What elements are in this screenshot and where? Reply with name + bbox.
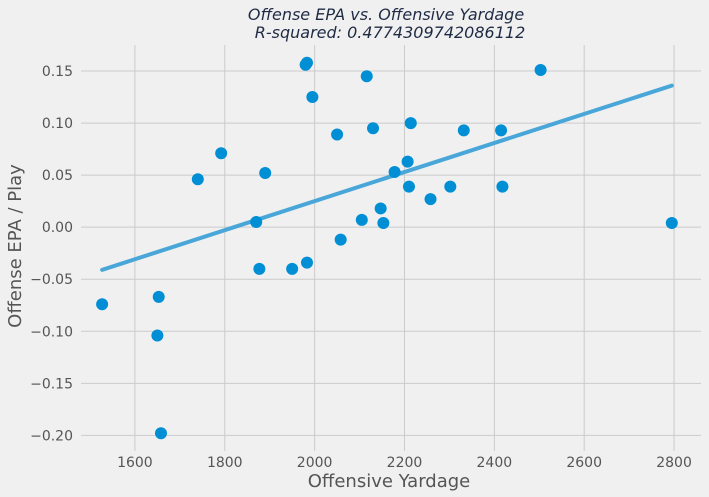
trend-line [100, 83, 674, 272]
y-tick-label: 0.15 [42, 64, 73, 80]
x-tick-label: 2800 [656, 455, 692, 471]
y-tick-label: −0.15 [30, 376, 73, 392]
data-point [355, 213, 368, 226]
data-point [495, 124, 508, 137]
data-point [286, 262, 299, 275]
data-point [457, 124, 470, 137]
data-point [360, 70, 373, 83]
data-point [402, 180, 415, 193]
data-point [401, 155, 414, 168]
data-point [404, 117, 417, 130]
data-point [300, 256, 313, 269]
data-point [374, 202, 387, 215]
x-tick-label: 2000 [297, 455, 333, 471]
chart-subtitle: R-squared: 0.4774309742086112 [255, 23, 526, 42]
data-points [96, 56, 678, 440]
data-point [424, 193, 437, 206]
data-point [259, 167, 272, 180]
data-point [253, 262, 266, 275]
x-tick-label: 2200 [387, 455, 423, 471]
data-point [444, 180, 457, 193]
data-point [377, 217, 390, 230]
chart-title: Offense EPA vs. Offensive Yardage [248, 5, 524, 24]
y-tick-label: −0.10 [30, 324, 73, 340]
data-point [306, 91, 319, 104]
data-point [534, 63, 547, 76]
x-tick-label: 1800 [207, 455, 243, 471]
data-point [367, 122, 380, 135]
x-tick-label: 2400 [477, 455, 513, 471]
y-tick-label: 0.10 [42, 116, 73, 132]
x-tick-label: 2600 [566, 455, 602, 471]
y-tick-label: 0.00 [42, 220, 73, 236]
data-point [496, 180, 509, 193]
data-point [152, 290, 165, 303]
data-point [96, 298, 109, 311]
y-tick-label: −0.20 [30, 428, 73, 444]
data-point [334, 233, 347, 246]
data-point [665, 217, 678, 230]
y-tick-labels: −0.20 −0.15 −0.10 −0.05 0.00 0.05 0.10 0.15 [30, 64, 73, 444]
data-point [388, 166, 401, 179]
x-axis-label: Offensive Yardage [308, 471, 470, 492]
data-point [151, 329, 164, 342]
x-tick-label: 1600 [117, 455, 153, 471]
data-point [215, 147, 228, 160]
data-point [331, 128, 344, 141]
x-tick-labels: 1600 1800 2000 2200 2400 2600 2800 [117, 455, 692, 471]
data-point [300, 56, 313, 69]
y-tick-label: 0.05 [42, 168, 73, 184]
data-point [154, 427, 167, 440]
y-axis-label: Offense EPA / Play [5, 164, 26, 328]
data-point [250, 215, 263, 228]
y-tick-label: −0.05 [30, 272, 73, 288]
data-point [191, 173, 204, 186]
